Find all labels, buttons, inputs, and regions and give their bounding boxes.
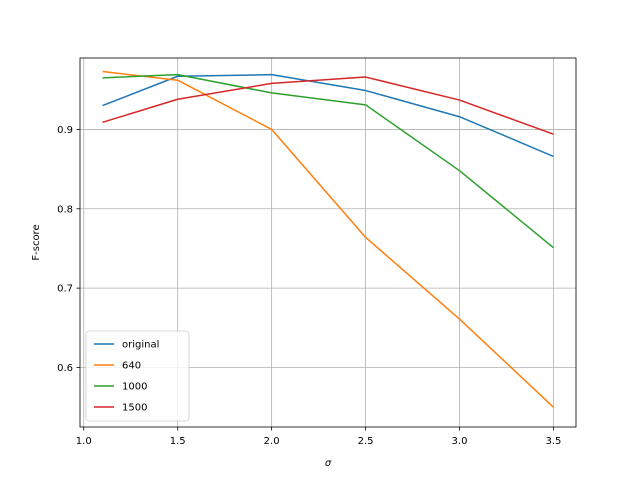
legend-label-640: 640 xyxy=(122,361,141,372)
legend-label-original: original xyxy=(122,340,159,351)
series-line-640 xyxy=(102,70,554,408)
series-line-1500 xyxy=(102,76,554,135)
x-tick-label: 1.0 xyxy=(76,436,92,447)
y-tick-label: 0.8 xyxy=(57,204,73,215)
series-line-original xyxy=(102,73,554,158)
x-tick-label: 1.5 xyxy=(170,436,186,447)
y-tick-label: 0.7 xyxy=(57,284,73,295)
series-line-1000 xyxy=(102,73,554,249)
legend-label-1500: 1500 xyxy=(122,403,147,414)
y-axis-ticks: 0.6 0.7 0.8 0.9 xyxy=(57,125,80,374)
y-axis-label: F-score xyxy=(31,224,42,260)
legend-label-1000: 1000 xyxy=(122,382,147,393)
x-axis-label: σ xyxy=(325,458,332,469)
plot-frame xyxy=(79,57,577,428)
x-tick-label: 3.0 xyxy=(452,436,468,447)
y-tick-label: 0.6 xyxy=(57,363,73,374)
legend: original 640 1000 1500 xyxy=(85,330,190,422)
legend-box xyxy=(85,330,190,422)
x-axis-ticks: 1.0 1.5 2.0 2.5 3.0 3.5 xyxy=(76,427,562,447)
x-tick-label: 3.5 xyxy=(546,436,562,447)
x-tick-label: 2.5 xyxy=(358,436,374,447)
series-lines xyxy=(102,70,554,408)
x-tick-label: 2.0 xyxy=(264,436,280,447)
y-tick-label: 0.9 xyxy=(57,125,73,136)
